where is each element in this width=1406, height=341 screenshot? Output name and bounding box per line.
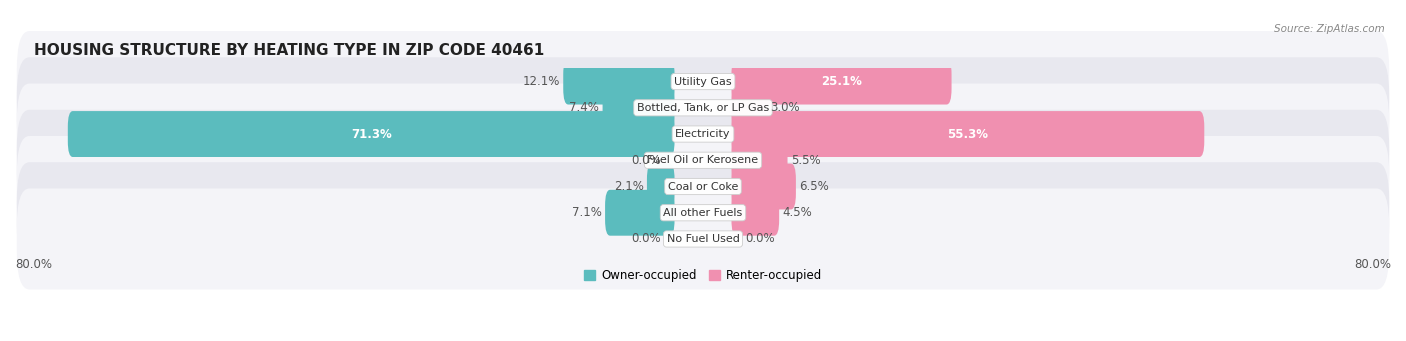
- Text: 0.0%: 0.0%: [631, 233, 661, 246]
- FancyBboxPatch shape: [17, 31, 1389, 132]
- Text: Source: ZipAtlas.com: Source: ZipAtlas.com: [1274, 24, 1385, 34]
- FancyBboxPatch shape: [17, 162, 1389, 263]
- Text: 12.1%: 12.1%: [523, 75, 560, 88]
- FancyBboxPatch shape: [17, 136, 1389, 237]
- FancyBboxPatch shape: [731, 190, 779, 236]
- FancyBboxPatch shape: [564, 59, 675, 105]
- Text: 71.3%: 71.3%: [352, 128, 391, 140]
- Text: 7.4%: 7.4%: [569, 101, 599, 114]
- Legend: Owner-occupied, Renter-occupied: Owner-occupied, Renter-occupied: [579, 264, 827, 286]
- Text: Coal or Coke: Coal or Coke: [668, 181, 738, 192]
- Text: 25.1%: 25.1%: [821, 75, 862, 88]
- Text: Fuel Oil or Kerosene: Fuel Oil or Kerosene: [647, 155, 759, 165]
- FancyBboxPatch shape: [605, 190, 675, 236]
- Text: All other Fuels: All other Fuels: [664, 208, 742, 218]
- FancyBboxPatch shape: [17, 57, 1389, 158]
- FancyBboxPatch shape: [647, 164, 675, 209]
- FancyBboxPatch shape: [731, 59, 952, 105]
- FancyBboxPatch shape: [603, 85, 675, 131]
- FancyBboxPatch shape: [67, 111, 675, 157]
- FancyBboxPatch shape: [731, 85, 766, 131]
- Text: 3.0%: 3.0%: [770, 101, 800, 114]
- Text: 5.5%: 5.5%: [790, 154, 821, 167]
- FancyBboxPatch shape: [731, 111, 1205, 157]
- FancyBboxPatch shape: [731, 164, 796, 209]
- Text: 7.1%: 7.1%: [572, 206, 602, 219]
- FancyBboxPatch shape: [17, 84, 1389, 184]
- Text: Bottled, Tank, or LP Gas: Bottled, Tank, or LP Gas: [637, 103, 769, 113]
- Text: HOUSING STRUCTURE BY HEATING TYPE IN ZIP CODE 40461: HOUSING STRUCTURE BY HEATING TYPE IN ZIP…: [34, 43, 544, 58]
- Text: 0.0%: 0.0%: [745, 233, 775, 246]
- Text: 0.0%: 0.0%: [631, 154, 661, 167]
- Text: Electricity: Electricity: [675, 129, 731, 139]
- Text: 2.1%: 2.1%: [613, 180, 644, 193]
- Text: 55.3%: 55.3%: [948, 128, 988, 140]
- Text: Utility Gas: Utility Gas: [675, 77, 731, 87]
- FancyBboxPatch shape: [731, 137, 787, 183]
- Text: No Fuel Used: No Fuel Used: [666, 234, 740, 244]
- Text: 6.5%: 6.5%: [799, 180, 830, 193]
- FancyBboxPatch shape: [17, 110, 1389, 211]
- FancyBboxPatch shape: [17, 189, 1389, 290]
- Text: 4.5%: 4.5%: [783, 206, 813, 219]
